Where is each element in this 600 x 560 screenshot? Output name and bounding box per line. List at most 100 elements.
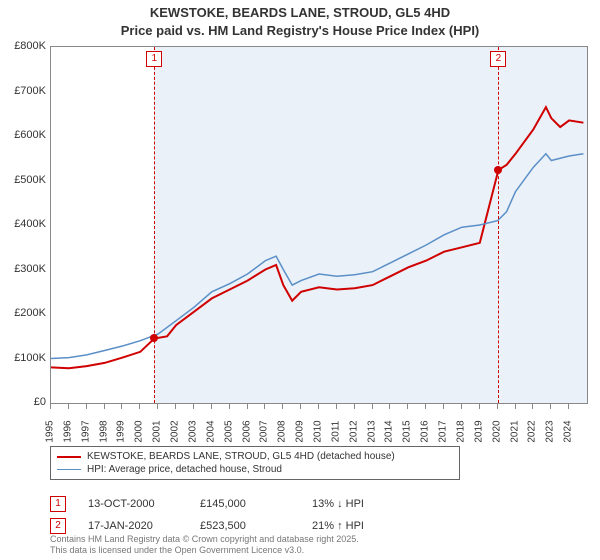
x-tick xyxy=(479,404,480,409)
x-tick xyxy=(121,404,122,409)
legend-label: KEWSTOKE, BEARDS LANE, STROUD, GL5 4HD (… xyxy=(87,451,395,462)
y-tick-label: £200K xyxy=(14,307,46,319)
legend-swatch xyxy=(57,469,81,471)
sale-marker xyxy=(150,334,158,342)
x-tick xyxy=(247,404,248,409)
x-axis: 1995199619971998199920002001200220032004… xyxy=(50,404,586,440)
x-tick-label: 2021 xyxy=(509,420,520,442)
x-tick xyxy=(354,404,355,409)
x-tick xyxy=(139,404,140,409)
legend-item: KEWSTOKE, BEARDS LANE, STROUD, GL5 4HD (… xyxy=(57,450,453,463)
x-tick-label: 2019 xyxy=(473,420,484,442)
plot-area: 12 xyxy=(50,46,588,404)
x-tick-label: 2000 xyxy=(134,420,145,442)
x-tick-label: 2022 xyxy=(527,420,538,442)
sales-date: 17-JAN-2020 xyxy=(88,520,178,532)
x-tick xyxy=(50,404,51,409)
sales-price: £145,000 xyxy=(200,498,290,510)
x-tick-label: 2014 xyxy=(384,420,395,442)
x-tick-label: 2013 xyxy=(366,420,377,442)
attribution-line-1: Contains HM Land Registry data © Crown c… xyxy=(50,534,359,545)
y-tick-label: £100K xyxy=(14,352,46,364)
x-tick-label: 2004 xyxy=(205,420,216,442)
x-tick-label: 1998 xyxy=(98,420,109,442)
x-tick-label: 2012 xyxy=(348,420,359,442)
x-tick-label: 2003 xyxy=(187,420,198,442)
x-tick-label: 2006 xyxy=(241,420,252,442)
x-tick xyxy=(336,404,337,409)
attribution-line-2: This data is licensed under the Open Gov… xyxy=(50,545,359,556)
x-tick-label: 2020 xyxy=(491,420,502,442)
x-tick-label: 2015 xyxy=(402,420,413,442)
x-tick xyxy=(175,404,176,409)
x-tick xyxy=(372,404,373,409)
y-tick-label: £500K xyxy=(14,174,46,186)
sales-row: 1 13-OCT-2000 £145,000 13% ↓ HPI xyxy=(50,496,586,512)
x-tick-label: 2024 xyxy=(563,420,574,442)
x-tick xyxy=(86,404,87,409)
x-tick xyxy=(515,404,516,409)
y-tick-label: £300K xyxy=(14,263,46,275)
x-tick xyxy=(497,404,498,409)
y-axis: £0£100K£200K£300K£400K£500K£600K£700K£80… xyxy=(0,46,50,402)
sales-num-box: 1 xyxy=(50,496,66,512)
x-tick xyxy=(532,404,533,409)
x-tick xyxy=(461,404,462,409)
x-tick-label: 2010 xyxy=(313,420,324,442)
x-tick-label: 2001 xyxy=(152,420,163,442)
sales-row: 217-JAN-2020£523,50021% ↑ HPI xyxy=(50,518,586,534)
y-tick-label: £700K xyxy=(14,85,46,97)
chart-area: 12 xyxy=(50,46,586,402)
x-tick-label: 2023 xyxy=(545,420,556,442)
legend-item: HPI: Average price, detached house, Stro… xyxy=(57,463,453,476)
sales-table: 1 13-OCT-2000 £145,000 13% ↓ HPI 2 17-JAN-202… xyxy=(50,490,586,534)
figure-root: KEWSTOKE, BEARDS LANE, STROUD, GL5 4HD P… xyxy=(0,0,600,560)
x-tick xyxy=(157,404,158,409)
y-tick-label: £400K xyxy=(14,218,46,230)
x-tick-label: 2005 xyxy=(223,420,234,442)
x-tick xyxy=(425,404,426,409)
x-tick-label: 2007 xyxy=(259,420,270,442)
sale-flag-line xyxy=(498,47,499,403)
title-line-2: Price paid vs. HM Land Registry's House … xyxy=(0,22,600,40)
sale-flag-box: 2 xyxy=(490,51,506,67)
series-price_paid xyxy=(51,107,583,368)
x-tick xyxy=(443,404,444,409)
sales-date: 13-OCT-2000 xyxy=(88,498,178,510)
x-tick-label: 2018 xyxy=(455,420,466,442)
x-tick xyxy=(282,404,283,409)
x-tick xyxy=(264,404,265,409)
series-svg xyxy=(51,47,587,403)
y-tick-label: £600K xyxy=(14,129,46,141)
legend: KEWSTOKE, BEARDS LANE, STROUD, GL5 4HD (… xyxy=(50,446,460,480)
x-tick-label: 2002 xyxy=(170,420,181,442)
sale-marker xyxy=(494,166,502,174)
x-tick xyxy=(550,404,551,409)
x-tick-label: 1995 xyxy=(45,420,56,442)
x-tick-label: 2016 xyxy=(420,420,431,442)
x-tick-label: 2009 xyxy=(295,420,306,442)
sale-flag-line xyxy=(154,47,155,403)
legend-label: HPI: Average price, detached house, Stro… xyxy=(87,464,282,475)
sales-delta: 13% ↓ HPI xyxy=(312,498,402,510)
attribution: Contains HM Land Registry data © Crown c… xyxy=(50,534,359,557)
x-tick xyxy=(193,404,194,409)
x-tick-label: 1996 xyxy=(62,420,73,442)
x-tick-label: 2017 xyxy=(438,420,449,442)
sales-num-box: 2 xyxy=(50,518,66,534)
y-tick-label: £0 xyxy=(34,396,46,408)
x-tick-label: 1997 xyxy=(80,420,91,442)
sale-flag-box: 1 xyxy=(146,51,162,67)
y-tick-label: £800K xyxy=(14,40,46,52)
x-tick-label: 2008 xyxy=(277,420,288,442)
sales-price: £523,500 xyxy=(200,520,290,532)
series-hpi xyxy=(51,154,583,359)
x-tick-label: 1999 xyxy=(116,420,127,442)
title-line-1: KEWSTOKE, BEARDS LANE, STROUD, GL5 4HD xyxy=(0,4,600,22)
x-tick-label: 2011 xyxy=(330,421,341,443)
x-tick xyxy=(389,404,390,409)
legend-swatch xyxy=(57,456,81,458)
x-tick xyxy=(318,404,319,409)
x-tick xyxy=(229,404,230,409)
x-tick xyxy=(68,404,69,409)
